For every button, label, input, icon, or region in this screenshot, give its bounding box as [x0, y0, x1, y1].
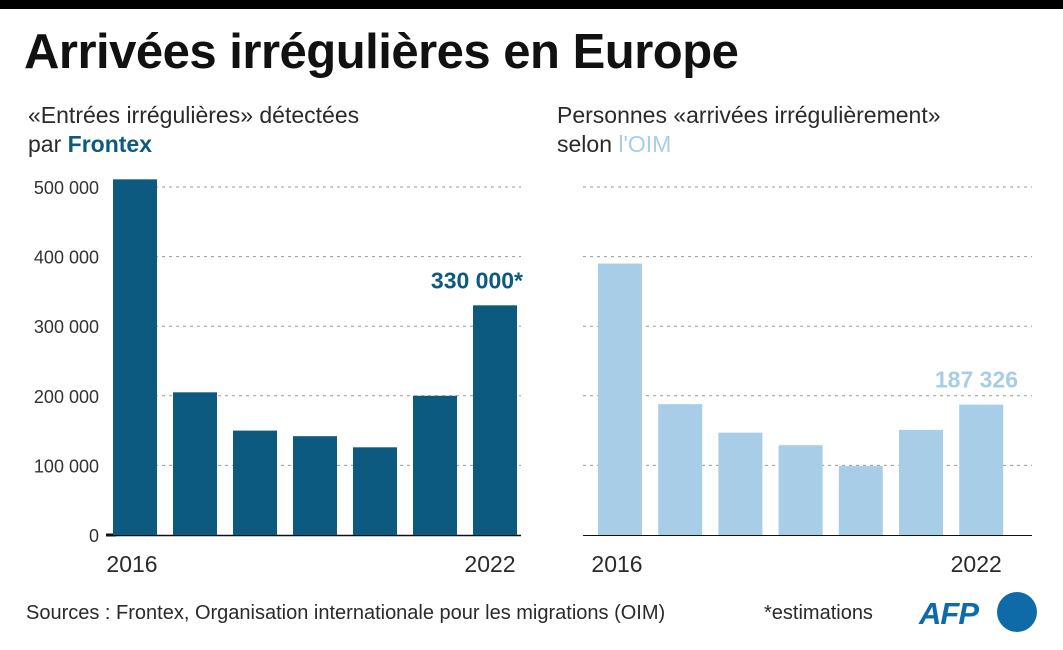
bar-2020	[838, 466, 883, 535]
right-subtitle-line1: Personnes «arrivées irrégulièrement»	[557, 102, 941, 128]
value-annotation: 187 326	[935, 367, 1018, 393]
x-tick-label-last: 2022	[951, 551, 1002, 577]
y-tick-label: 200 000	[34, 387, 99, 407]
afp-logo-dot	[997, 592, 1037, 632]
afp-logo: AFP	[919, 592, 1043, 634]
top-bar	[0, 0, 1063, 9]
sources-note: Sources : Frontex, Organisation internat…	[26, 602, 666, 624]
bar-2018	[233, 430, 277, 535]
bar-2019	[778, 445, 823, 535]
frontex-highlight: Frontex	[67, 131, 152, 157]
right-subtitle-prefix: selon	[557, 131, 619, 157]
y-tick-label: 300 000	[34, 317, 99, 337]
y-tick-label: 400 000	[34, 248, 99, 268]
x-tick-label-first: 2016	[106, 551, 157, 577]
bar-2021	[413, 395, 457, 535]
left-subtitle-prefix: par	[28, 131, 68, 157]
estimations-footnote: *estimations	[764, 602, 873, 624]
bar-charts: 0 100 000 200 000 300 000 400 000 500 000 2016…	[34, 178, 1032, 577]
right-subtitle-line2: selon l'OIM	[557, 130, 941, 159]
y-tick-label: 0	[89, 526, 99, 546]
bar-2017	[658, 404, 703, 535]
left-subtitle: «Entrées irrégulières» détectées par Fro…	[28, 101, 359, 159]
bar-2016	[598, 263, 642, 535]
x-tick-label-first: 2016	[591, 551, 642, 577]
bar-2019	[293, 436, 337, 535]
right-subtitle: Personnes «arrivées irrégulièrement» sel…	[557, 101, 941, 159]
y-tick-label: 500 000	[34, 178, 99, 198]
left-subtitle-line1: «Entrées irrégulières» détectées	[28, 102, 360, 128]
bar-2021	[899, 429, 943, 535]
x-tick-label-last: 2022	[464, 551, 515, 577]
y-tick-label: 100 000	[34, 456, 99, 476]
bar-2016	[113, 179, 157, 535]
bar-2020	[353, 447, 397, 535]
chart-title: Arrivées irrégulières en Europe	[24, 25, 739, 79]
left-subtitle-line2: par Frontex	[28, 130, 359, 159]
bar-2018	[718, 432, 763, 535]
bar-2017	[173, 392, 217, 535]
oim-highlight: l'OIM	[618, 131, 672, 157]
afp-logo-text: AFP	[919, 596, 979, 631]
value-annotation: 330 000*	[431, 267, 523, 293]
bar-2022	[959, 404, 1004, 535]
bar-2022	[473, 305, 517, 535]
